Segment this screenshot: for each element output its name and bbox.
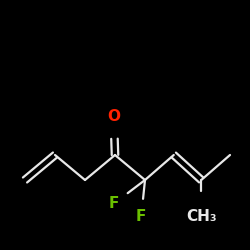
Text: O: O <box>107 109 120 124</box>
Text: F: F <box>108 196 119 211</box>
Text: F: F <box>136 209 146 224</box>
Text: CH₃: CH₃ <box>186 209 216 224</box>
